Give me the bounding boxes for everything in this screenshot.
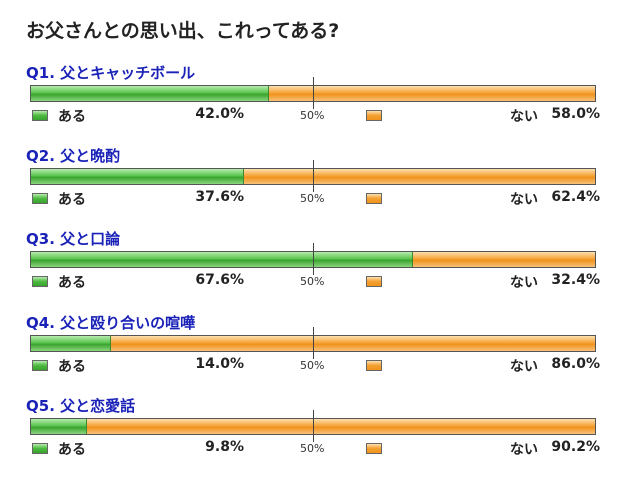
yes-value: 37.6% <box>195 189 244 205</box>
question-label: Q2. 父と晩酌 <box>26 147 121 165</box>
midpoint-tick <box>313 160 314 192</box>
no-swatch-icon <box>366 443 382 454</box>
yes-label: ある <box>58 109 86 125</box>
page-title: お父さんとの思い出、これってある? <box>26 20 340 42</box>
bar-yes-segment <box>31 252 414 267</box>
bar-yes-segment <box>31 169 245 184</box>
question-block-2: Q2. 父と晩酌 ある 37.6% 50% ない 62.4% <box>0 145 626 225</box>
question-label: Q1. 父とキャッチボール <box>26 64 196 82</box>
yes-label: ある <box>58 442 86 458</box>
yes-swatch-icon <box>32 193 48 204</box>
midpoint-label: 50% <box>300 192 325 205</box>
legend-row: ある 42.0% 50% ない 58.0% <box>0 106 626 126</box>
bar-yes-segment <box>31 336 111 351</box>
yes-value: 42.0% <box>195 106 244 122</box>
question-block-5: Q5. 父と恋愛話 ある 9.8% 50% ない 90.2% <box>0 395 626 475</box>
question-label: Q4. 父と殴り合いの喧嘩 <box>26 314 196 332</box>
midpoint-tick <box>313 243 314 275</box>
no-value: 32.4% <box>551 272 600 288</box>
no-value: 62.4% <box>551 189 600 205</box>
no-swatch-icon <box>366 276 382 287</box>
no-label: ない <box>510 109 538 125</box>
no-swatch-icon <box>366 110 382 121</box>
no-label: ない <box>510 192 538 208</box>
midpoint-tick <box>313 410 314 442</box>
question-block-4: Q4. 父と殴り合いの喧嘩 ある 14.0% 50% ない 86.0% <box>0 312 626 392</box>
bar-yes-segment <box>31 419 88 434</box>
no-swatch-icon <box>366 193 382 204</box>
no-label: ない <box>510 442 538 458</box>
question-block-1: Q1. 父とキャッチボール ある 42.0% 50% ない 58.0% <box>0 62 626 142</box>
midpoint-tick <box>313 327 314 359</box>
question-label: Q5. 父と恋愛話 <box>26 397 136 415</box>
midpoint-label: 50% <box>300 275 325 288</box>
no-label: ない <box>510 359 538 375</box>
yes-value: 14.0% <box>195 356 244 372</box>
yes-label: ある <box>58 275 86 291</box>
legend-row: ある 37.6% 50% ない 62.4% <box>0 189 626 209</box>
yes-swatch-icon <box>32 276 48 287</box>
yes-swatch-icon <box>32 110 48 121</box>
midpoint-label: 50% <box>300 442 325 455</box>
midpoint-label: 50% <box>300 109 325 122</box>
legend-row: ある 67.6% 50% ない 32.4% <box>0 272 626 292</box>
bar-yes-segment <box>31 86 269 101</box>
yes-value: 67.6% <box>195 272 244 288</box>
yes-swatch-icon <box>32 443 48 454</box>
legend-row: ある 14.0% 50% ない 86.0% <box>0 356 626 376</box>
no-value: 58.0% <box>551 106 600 122</box>
question-block-3: Q3. 父と口論 ある 67.6% 50% ない 32.4% <box>0 228 626 308</box>
no-value: 86.0% <box>551 356 600 372</box>
yes-swatch-icon <box>32 360 48 371</box>
yes-label: ある <box>58 359 86 375</box>
yes-value: 9.8% <box>205 439 244 455</box>
no-value: 90.2% <box>551 439 600 455</box>
midpoint-label: 50% <box>300 359 325 372</box>
no-swatch-icon <box>366 360 382 371</box>
legend-row: ある 9.8% 50% ない 90.2% <box>0 439 626 459</box>
question-label: Q3. 父と口論 <box>26 230 121 248</box>
yes-label: ある <box>58 192 86 208</box>
no-label: ない <box>510 275 538 291</box>
midpoint-tick <box>313 77 314 109</box>
